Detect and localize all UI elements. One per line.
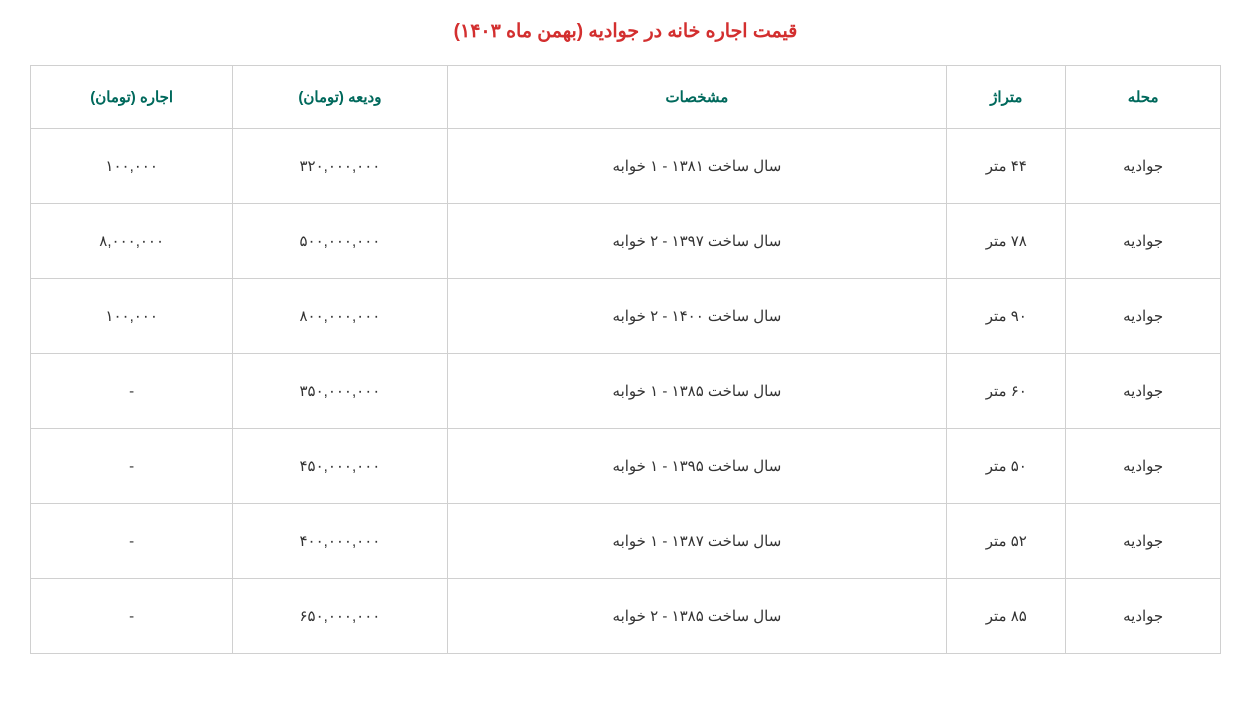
table-row: جوادیه۷۸ مترسال ساخت ۱۳۹۷ - ۲ خوابه۵۰۰,۰… (31, 204, 1221, 279)
cell-area: ۸۵ متر (947, 579, 1066, 654)
cell-deposit: ۵۰۰,۰۰۰,۰۰۰ (233, 204, 447, 279)
cell-deposit: ۴۵۰,۰۰۰,۰۰۰ (233, 429, 447, 504)
cell-neighborhood: جوادیه (1066, 504, 1221, 579)
page-title: قیمت اجاره خانه در جوادیه (بهمن ماه ۱۴۰۳… (30, 20, 1221, 43)
cell-specs: سال ساخت ۱۳۹۷ - ۲ خوابه (447, 204, 947, 279)
header-specs: مشخصات (447, 66, 947, 129)
cell-specs: سال ساخت ۱۳۸۷ - ۱ خوابه (447, 504, 947, 579)
cell-neighborhood: جوادیه (1066, 129, 1221, 204)
cell-deposit: ۳۵۰,۰۰۰,۰۰۰ (233, 354, 447, 429)
table-row: جوادیه۵۰ مترسال ساخت ۱۳۹۵ - ۱ خوابه۴۵۰,۰… (31, 429, 1221, 504)
cell-specs: سال ساخت ۱۳۸۵ - ۱ خوابه (447, 354, 947, 429)
cell-area: ۷۸ متر (947, 204, 1066, 279)
cell-rent: ۱۰۰,۰۰۰ (31, 279, 233, 354)
cell-specs: سال ساخت ۱۳۹۵ - ۱ خوابه (447, 429, 947, 504)
cell-neighborhood: جوادیه (1066, 354, 1221, 429)
header-rent: اجاره (تومان) (31, 66, 233, 129)
cell-area: ۴۴ متر (947, 129, 1066, 204)
cell-rent: - (31, 579, 233, 654)
table-header-row: محله متراژ مشخصات ودیعه (تومان) اجاره (ت… (31, 66, 1221, 129)
cell-rent: ۸,۰۰۰,۰۰۰ (31, 204, 233, 279)
header-neighborhood: محله (1066, 66, 1221, 129)
cell-specs: سال ساخت ۱۳۸۵ - ۲ خوابه (447, 579, 947, 654)
table-row: جوادیه۸۵ مترسال ساخت ۱۳۸۵ - ۲ خوابه۶۵۰,۰… (31, 579, 1221, 654)
cell-area: ۹۰ متر (947, 279, 1066, 354)
cell-specs: سال ساخت ۱۳۸۱ - ۱ خوابه (447, 129, 947, 204)
table-row: جوادیه۶۰ مترسال ساخت ۱۳۸۵ - ۱ خوابه۳۵۰,۰… (31, 354, 1221, 429)
cell-area: ۵۲ متر (947, 504, 1066, 579)
cell-area: ۵۰ متر (947, 429, 1066, 504)
cell-deposit: ۶۵۰,۰۰۰,۰۰۰ (233, 579, 447, 654)
header-area: متراژ (947, 66, 1066, 129)
cell-rent: ۱۰۰,۰۰۰ (31, 129, 233, 204)
cell-specs: سال ساخت ۱۴۰۰ - ۲ خوابه (447, 279, 947, 354)
table-row: جوادیه۹۰ مترسال ساخت ۱۴۰۰ - ۲ خوابه۸۰۰,۰… (31, 279, 1221, 354)
cell-neighborhood: جوادیه (1066, 279, 1221, 354)
cell-neighborhood: جوادیه (1066, 579, 1221, 654)
header-deposit: ودیعه (تومان) (233, 66, 447, 129)
cell-neighborhood: جوادیه (1066, 429, 1221, 504)
cell-deposit: ۸۰۰,۰۰۰,۰۰۰ (233, 279, 447, 354)
cell-rent: - (31, 504, 233, 579)
table-row: جوادیه۴۴ مترسال ساخت ۱۳۸۱ - ۱ خوابه۳۲۰,۰… (31, 129, 1221, 204)
table-row: جوادیه۵۲ مترسال ساخت ۱۳۸۷ - ۱ خوابه۴۰۰,۰… (31, 504, 1221, 579)
cell-deposit: ۳۲۰,۰۰۰,۰۰۰ (233, 129, 447, 204)
cell-rent: - (31, 354, 233, 429)
cell-area: ۶۰ متر (947, 354, 1066, 429)
cell-rent: - (31, 429, 233, 504)
rental-prices-table: محله متراژ مشخصات ودیعه (تومان) اجاره (ت… (30, 65, 1221, 654)
cell-neighborhood: جوادیه (1066, 204, 1221, 279)
cell-deposit: ۴۰۰,۰۰۰,۰۰۰ (233, 504, 447, 579)
